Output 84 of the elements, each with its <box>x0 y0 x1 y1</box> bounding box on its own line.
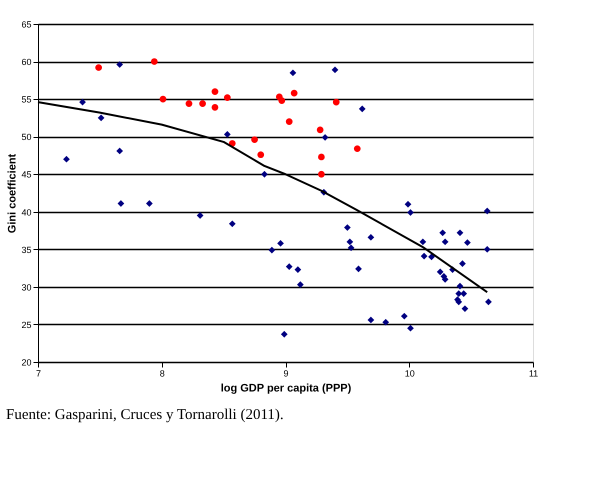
point <box>224 94 231 101</box>
point <box>199 100 206 107</box>
point <box>160 96 166 102</box>
point <box>436 268 444 276</box>
point <box>296 281 304 288</box>
point <box>358 106 366 112</box>
x-tick-label: 7 <box>36 368 42 378</box>
point <box>442 276 448 283</box>
point <box>464 239 471 246</box>
point <box>63 156 70 163</box>
point <box>485 298 492 306</box>
point <box>98 114 104 122</box>
point <box>322 134 328 141</box>
x-tick-label: 8 <box>160 368 165 378</box>
point <box>212 104 218 111</box>
point <box>420 252 428 260</box>
point <box>460 290 468 298</box>
point <box>484 208 491 214</box>
source-note: Fuente: Gasparini, Cruces y Tornarolli (2011). <box>6 407 284 423</box>
point <box>257 151 264 158</box>
point <box>79 98 86 106</box>
point <box>318 170 325 178</box>
point <box>146 200 153 207</box>
y-tick-label: 55 <box>21 94 32 105</box>
point <box>400 312 408 320</box>
point <box>428 253 435 260</box>
point <box>382 318 390 326</box>
point <box>368 234 374 241</box>
x-tick-label: 11 <box>528 368 538 378</box>
point <box>95 64 102 71</box>
point <box>118 200 124 207</box>
point <box>278 97 286 104</box>
point <box>332 66 338 74</box>
y-tick-label: 60 <box>21 57 32 68</box>
point <box>346 238 354 246</box>
point <box>407 209 414 216</box>
point <box>368 316 374 324</box>
point <box>316 126 324 134</box>
x-axis-title: log GDP per capita (PPP) <box>220 382 352 394</box>
point <box>294 266 302 273</box>
point <box>268 246 276 254</box>
point <box>484 246 491 253</box>
point <box>261 170 268 178</box>
point <box>224 131 231 138</box>
point <box>348 244 354 252</box>
point <box>228 220 236 228</box>
point <box>290 90 298 96</box>
point <box>459 260 466 267</box>
point <box>456 229 464 236</box>
y-tick-label: 25 <box>21 320 32 330</box>
point <box>456 282 464 290</box>
point <box>286 263 293 270</box>
point <box>212 88 218 95</box>
point <box>344 224 351 231</box>
point <box>186 100 192 107</box>
point <box>116 61 124 68</box>
point <box>420 238 426 246</box>
point <box>251 136 258 144</box>
point <box>404 200 412 208</box>
y-tick-label: 40 <box>21 207 32 218</box>
point <box>280 330 288 338</box>
point <box>116 148 124 154</box>
point <box>332 98 340 106</box>
point <box>407 324 414 332</box>
y-tick-label: 65 <box>21 20 32 30</box>
y-tick-label: 50 <box>21 132 32 142</box>
point <box>318 154 325 160</box>
y-tick-label: 45 <box>21 170 32 180</box>
y-axis-title: Gini coefficient <box>6 153 18 234</box>
point <box>439 229 446 236</box>
point <box>277 240 284 247</box>
point <box>150 58 158 65</box>
x-tick-label: 9 <box>283 368 289 378</box>
y-tick-label: 20 <box>21 358 32 368</box>
point <box>286 118 293 125</box>
point <box>354 145 361 152</box>
point <box>462 305 468 312</box>
point <box>196 212 204 219</box>
x-tick-label: 10 <box>404 368 415 378</box>
y-tick-label: 35 <box>21 244 32 255</box>
point <box>290 69 296 76</box>
point <box>355 266 362 272</box>
point <box>442 238 448 246</box>
y-tick-label: 30 <box>21 282 32 292</box>
